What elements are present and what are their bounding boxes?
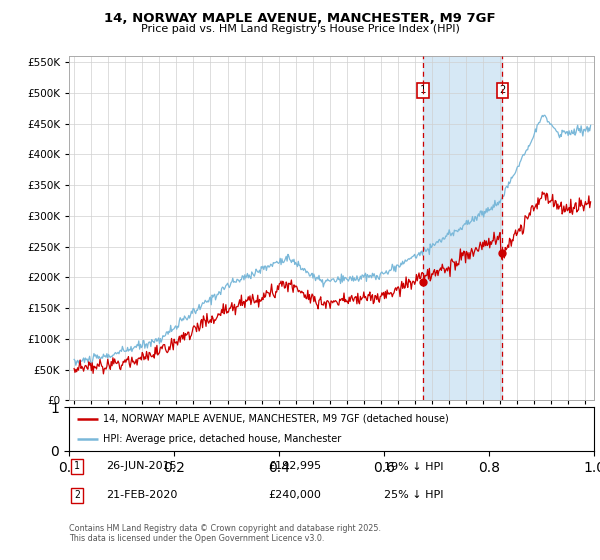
- Bar: [423, 56, 502, 400]
- Text: 1: 1: [74, 461, 80, 472]
- Text: £192,995: £192,995: [269, 461, 322, 472]
- Text: Price paid vs. HM Land Registry's House Price Index (HPI): Price paid vs. HM Land Registry's House …: [140, 24, 460, 34]
- Text: 2: 2: [499, 86, 506, 95]
- Text: 26-JUN-2015: 26-JUN-2015: [106, 461, 176, 472]
- Text: 14, NORWAY MAPLE AVENUE, MANCHESTER, M9 7GF: 14, NORWAY MAPLE AVENUE, MANCHESTER, M9 …: [104, 12, 496, 25]
- Text: 21-FEB-2020: 21-FEB-2020: [106, 491, 177, 501]
- Text: 2: 2: [74, 491, 80, 501]
- Text: 1: 1: [420, 86, 427, 95]
- Text: 19% ↓ HPI: 19% ↓ HPI: [384, 461, 443, 472]
- Text: Contains HM Land Registry data © Crown copyright and database right 2025.
This d: Contains HM Land Registry data © Crown c…: [69, 524, 381, 543]
- Text: £240,000: £240,000: [269, 491, 322, 501]
- Text: 25% ↓ HPI: 25% ↓ HPI: [384, 491, 443, 501]
- Text: HPI: Average price, detached house, Manchester: HPI: Average price, detached house, Manc…: [103, 434, 341, 444]
- Text: 14, NORWAY MAPLE AVENUE, MANCHESTER, M9 7GF (detached house): 14, NORWAY MAPLE AVENUE, MANCHESTER, M9 …: [103, 414, 449, 424]
